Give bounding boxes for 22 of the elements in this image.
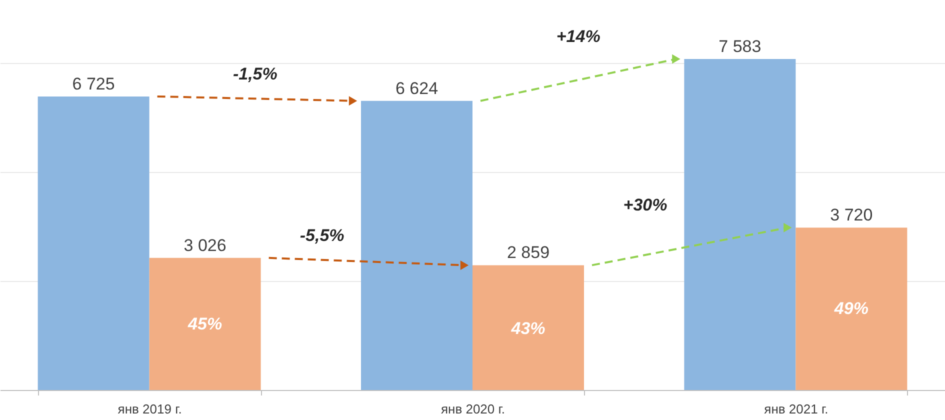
bar	[472, 265, 584, 390]
annotation: -5,5%	[300, 226, 344, 245]
data-label: 6 725	[72, 74, 115, 94]
text: +14%	[556, 27, 600, 46]
annotation: -1,5%	[232, 64, 278, 84]
bar	[361, 100, 472, 390]
data-label: 3 026	[184, 236, 226, 255]
data-label: 7 583	[718, 37, 762, 56]
annotation: 49%	[833, 299, 868, 318]
bar	[38, 96, 150, 390]
x-tick-label: янв 2019 г.	[118, 402, 182, 416]
x-tick-label: янв 2021 г.	[764, 402, 828, 416]
data-label: 6 624	[395, 78, 438, 98]
data-label: 3 720	[830, 206, 873, 225]
bar	[684, 59, 796, 390]
annotation: 45%	[187, 314, 222, 334]
data-label: 2 859	[506, 243, 550, 262]
bar	[149, 258, 261, 390]
annotation: 43%	[510, 318, 546, 338]
x-tick-label: янв 2020 г.	[440, 402, 506, 416]
annotation: +30%	[623, 196, 668, 215]
bar	[796, 228, 908, 390]
